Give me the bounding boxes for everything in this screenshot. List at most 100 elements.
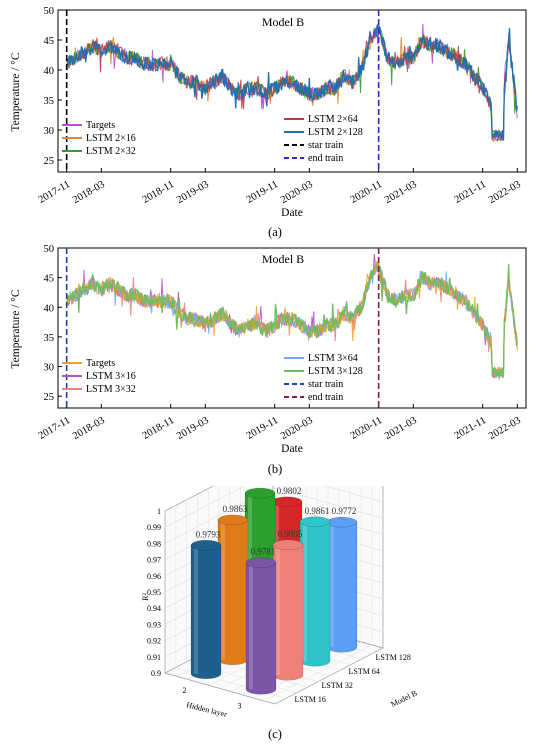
x-tick-label: 2020-03 xyxy=(279,179,315,206)
x-tick-label: 2018-11 xyxy=(141,179,176,206)
bar-value-label: 0.9863 xyxy=(223,504,248,514)
chart-c: 0.9 0.91 0.92 0.93 0.94 0.95 0.96 0.97 0.98 0.99 1… xyxy=(141,486,419,741)
legend-label: Targets xyxy=(86,120,115,131)
x-tick-label: 2021-11 xyxy=(453,415,488,442)
series-lines xyxy=(66,23,518,143)
chart-title: Model B xyxy=(262,15,304,29)
y-tick-label: 50 xyxy=(44,6,55,17)
bar-value-label: 0.9772 xyxy=(332,506,357,516)
legend-label: end train xyxy=(308,392,343,403)
x-tick-label: 2021-03 xyxy=(383,415,419,442)
bars xyxy=(190,487,358,695)
unit-tick-label: LSTM 32 xyxy=(322,681,353,690)
x-tick-label: 2017-11 xyxy=(37,179,72,206)
z-tick-label: 1 xyxy=(157,507,161,516)
legend-label: LSTM 2×64 xyxy=(308,114,358,125)
legend-label: LSTM 3×32 xyxy=(86,384,136,395)
grid-line xyxy=(164,486,246,528)
y-tick-label: 25 xyxy=(44,156,55,167)
bar-top xyxy=(326,516,358,528)
x-tick-label: 2021-11 xyxy=(453,179,488,206)
panel-caption: (a) xyxy=(268,225,282,239)
x-tick-label: 2020-11 xyxy=(349,415,384,442)
bar-highlight xyxy=(330,522,334,648)
y-axis-ticks: 25 30 35 40 45 50 xyxy=(44,244,62,403)
y-axis-ticks: 25 30 35 40 45 50 xyxy=(44,6,62,167)
bar-body xyxy=(245,562,277,695)
train-markers xyxy=(65,10,380,172)
bar-top xyxy=(217,514,249,526)
bar-highlight xyxy=(194,545,198,674)
bar xyxy=(299,516,331,667)
grid-line xyxy=(263,644,373,702)
legend-label: LSTM 3×16 xyxy=(86,371,136,382)
layer-tick-label: 2 xyxy=(183,686,187,695)
y-tick-label: 30 xyxy=(44,363,55,374)
x-tick-label: 2019-03 xyxy=(175,415,211,442)
z-tick-label: 0.95 xyxy=(147,588,161,597)
x-tick-label: 2018-03 xyxy=(71,415,107,442)
legend-label: star train xyxy=(308,379,343,390)
legend-label: star train xyxy=(308,140,343,151)
bar-top xyxy=(190,540,222,551)
bar-value-label: 0.9805 xyxy=(278,529,303,539)
legend-label: LSTM 2×16 xyxy=(86,133,136,144)
x-tick-label: 2019-11 xyxy=(245,179,280,206)
legend-label: LSTM 3×128 xyxy=(308,366,363,377)
legend-label: LSTM 2×128 xyxy=(308,127,363,138)
bar xyxy=(326,516,358,653)
bar xyxy=(217,514,249,665)
value-labels: 0.98020.97720.99420.98610.98630.98050.97… xyxy=(196,486,357,557)
grid-line xyxy=(324,486,384,503)
bar-top xyxy=(299,516,331,528)
unit-tick-label: LSTM 64 xyxy=(349,667,380,676)
x-axis-ticks: 23 xyxy=(183,686,242,711)
y-tick-label: 40 xyxy=(44,303,55,314)
bar-top xyxy=(272,539,304,551)
chart-title: Model B xyxy=(262,252,304,266)
legend: Targets LSTM 2×16 LSTM 2×32 LSTM 2×64 LSTM 2… xyxy=(62,114,363,164)
x-tick-label: 2019-11 xyxy=(245,415,280,442)
series-line xyxy=(66,23,518,141)
legend-label: Targets xyxy=(86,358,115,369)
y-tick-label: 40 xyxy=(44,66,55,77)
z-tick-label: 0.97 xyxy=(147,556,161,565)
bar-value-label: 0.9942 xyxy=(250,486,275,487)
bar xyxy=(190,540,222,679)
x-axis-label: Date xyxy=(281,443,303,455)
bar-highlight xyxy=(276,544,280,676)
y-tick-label: 35 xyxy=(44,96,55,107)
legend-label: LSTM 3×64 xyxy=(308,353,358,364)
hidden-layer-label: Hidden layer xyxy=(185,700,228,719)
unit-tick-label: LSTM 16 xyxy=(295,695,326,704)
bar-top xyxy=(271,496,303,508)
bar-highlight xyxy=(249,562,253,690)
x-tick-label: 2018-03 xyxy=(71,179,107,206)
y-tick-label: 35 xyxy=(44,333,55,344)
z-axis-label: R² xyxy=(141,593,150,601)
z-tick-label: 0.99 xyxy=(147,523,161,532)
panel-caption: (c) xyxy=(268,727,282,741)
z-tick-label: 0.98 xyxy=(147,539,161,548)
bar-value-label: 0.9781 xyxy=(251,547,276,557)
x-tick-label: 2017-11 xyxy=(37,415,72,442)
x-tick-label: 2018-11 xyxy=(141,415,176,442)
bar xyxy=(245,557,277,695)
series-lines xyxy=(66,254,518,381)
bar xyxy=(272,539,304,681)
z-tick-label: 0.94 xyxy=(147,604,161,613)
layer-tick-label: 3 xyxy=(238,701,242,710)
bar-top xyxy=(245,557,277,568)
z-tick-label: 0.9 xyxy=(151,669,161,678)
y-axis-label: Temperature / °C xyxy=(10,52,22,131)
bar-value-label: 0.9793 xyxy=(196,529,221,539)
bar-value-label: 0.9861 xyxy=(305,506,330,516)
x-tick-label: 2022-03 xyxy=(487,415,523,442)
plot-frame xyxy=(57,247,527,409)
y-tick-label: 30 xyxy=(44,126,55,137)
z-tick-label: 0.92 xyxy=(147,637,161,646)
x-tick-label: 2021-03 xyxy=(383,179,419,206)
panel-caption: (b) xyxy=(268,462,283,476)
